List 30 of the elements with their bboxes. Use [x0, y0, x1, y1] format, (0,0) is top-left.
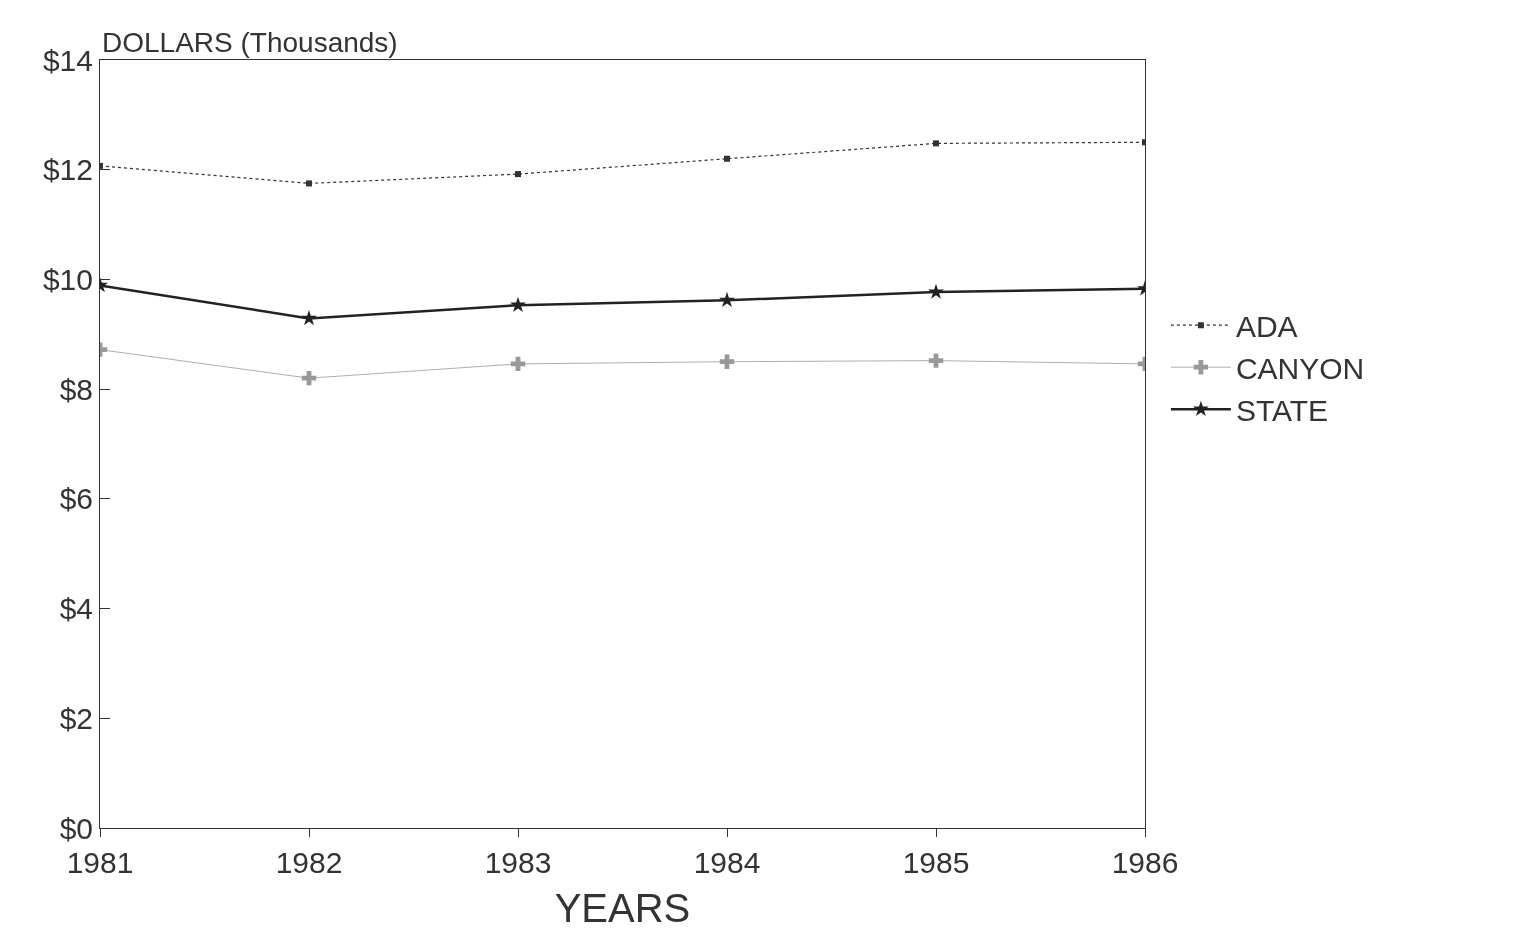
- legend-label: CANYON: [1235, 351, 1365, 385]
- x-axis-title: YEARS: [554, 885, 691, 930]
- point: [301, 309, 317, 326]
- point: [515, 171, 521, 178]
- x-tick-label: 1984: [693, 846, 761, 879]
- x-tick-label: 1982: [275, 846, 343, 879]
- y-tick-label: $14: [42, 43, 93, 77]
- x-tick-label: 1981: [66, 846, 134, 879]
- x-tick-label: 1985: [902, 846, 970, 879]
- point: [928, 353, 944, 368]
- y-tick-label: $12: [42, 153, 93, 187]
- y-tick-label: $8: [59, 372, 93, 406]
- y-tick-label: $2: [59, 701, 93, 735]
- x-tick-label: 1986: [1111, 846, 1179, 879]
- point: [933, 140, 939, 147]
- y-tick-label: $6: [59, 482, 93, 516]
- point: [301, 370, 317, 386]
- y-tick-label: $10: [42, 262, 93, 296]
- point: [510, 296, 526, 313]
- point: [306, 180, 312, 187]
- y-tick-label: $4: [59, 592, 93, 626]
- point: [719, 291, 735, 308]
- point: [928, 283, 944, 299]
- legend-label: ADA: [1235, 309, 1298, 343]
- x-tick-label: 1983: [484, 846, 552, 879]
- point: [724, 155, 730, 162]
- legend-label: STATE: [1235, 393, 1329, 427]
- y-axis-title: DOLLARS (Thousands): [102, 27, 398, 58]
- point: [719, 354, 735, 369]
- y-tick-label: $0: [59, 811, 93, 845]
